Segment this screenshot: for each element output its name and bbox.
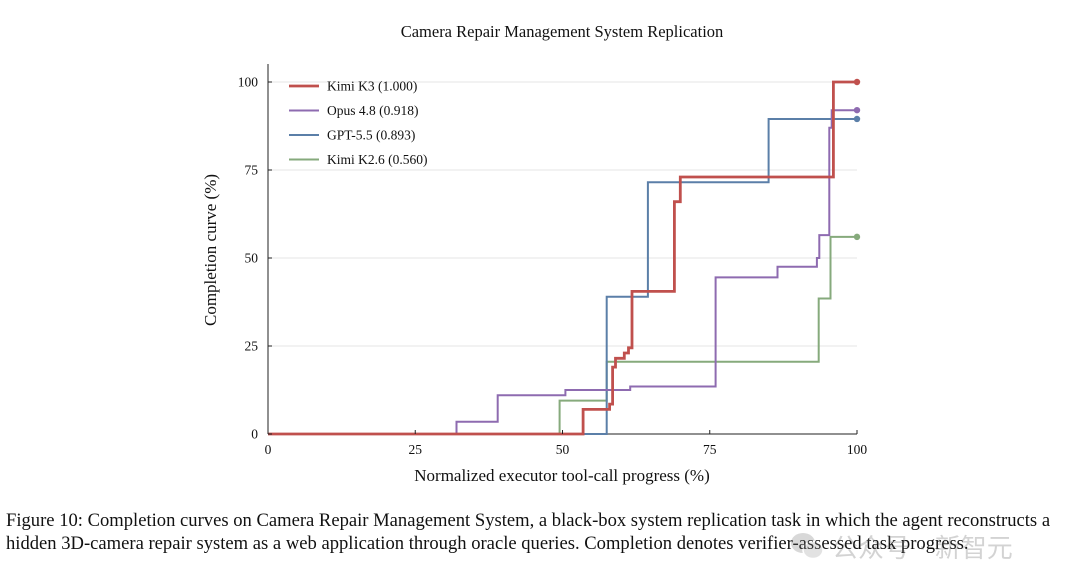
y-tick-label: 75	[245, 163, 259, 178]
legend-label-gpt-5-5: GPT-5.5 (0.893)	[327, 128, 415, 143]
x-axis-label: Normalized executor tool-call progress (…	[414, 466, 710, 485]
legend-label-kimi-k2-6: Kimi K2.6 (0.560)	[327, 152, 428, 167]
series-endpoint-opus-4-8	[853, 106, 861, 114]
y-tick-label: 100	[238, 75, 259, 90]
x-tick-label: 25	[409, 442, 423, 457]
series-endpoint-gpt-5-5	[853, 115, 861, 123]
y-axis-label: Completion curve (%)	[201, 174, 220, 326]
series-line-opus-4-8	[268, 109, 857, 435]
series-line-gpt-5-5	[268, 118, 857, 435]
x-tick-label: 50	[556, 442, 570, 457]
series-endpoint-kimi-k3	[853, 78, 861, 86]
completion-chart: Camera Repair Management System Replicat…	[201, 22, 868, 485]
figure-caption: Figure 10: Completion curves on Camera R…	[6, 510, 1051, 554]
y-tick-label: 25	[245, 339, 259, 354]
x-tick-label: 0	[265, 442, 272, 457]
series-endpoint-kimi-k2-6	[853, 233, 861, 241]
series-lines	[268, 78, 861, 436]
legend: Kimi K3 (1.000) Opus 4.8 (0.918) GPT-5.5 (…	[289, 79, 428, 167]
legend-label-kimi-k3: Kimi K3 (1.000)	[327, 79, 417, 94]
x-tick-label: 75	[703, 442, 717, 457]
series-line-kimi-k2-6	[268, 235, 857, 435]
x-tick-label: 100	[847, 442, 868, 457]
tick-labels: 0 25 50 75 100 0 25 50 75 100	[238, 75, 868, 458]
chart-title: Camera Repair Management System Replicat…	[401, 22, 724, 41]
series-line-kimi-k3	[268, 80, 857, 436]
legend-label-opus-4-8: Opus 4.8 (0.918)	[327, 103, 419, 118]
y-tick-label: 50	[245, 251, 259, 266]
y-tick-label: 0	[251, 427, 258, 442]
